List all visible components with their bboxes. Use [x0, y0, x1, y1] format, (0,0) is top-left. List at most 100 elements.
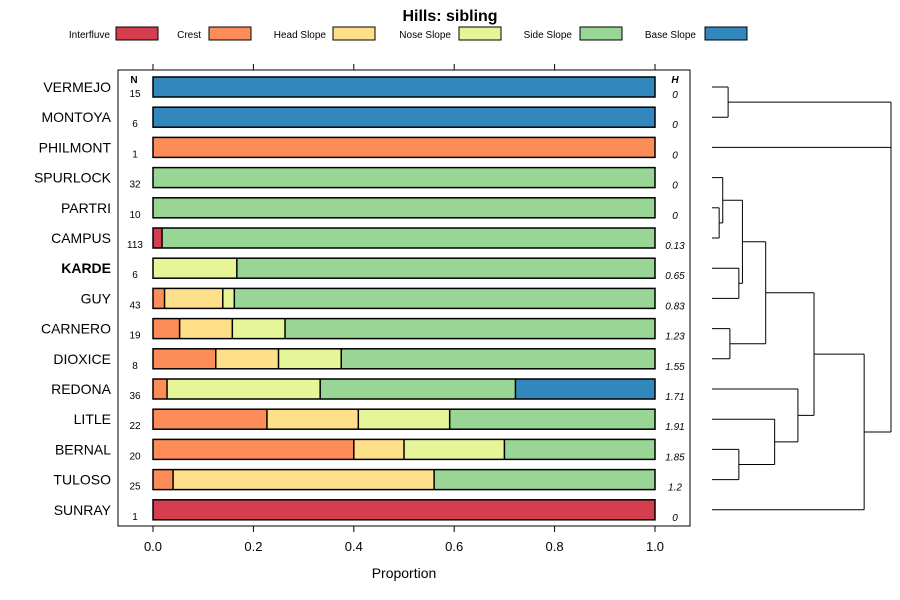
category-label: PARTRI	[61, 200, 111, 216]
category-label: KARDE	[61, 260, 111, 276]
bar-segment	[434, 469, 655, 490]
bar-outline	[152, 317, 656, 340]
category-label: TULOSO	[53, 472, 111, 488]
n-label: 36	[129, 391, 141, 402]
bar-outline	[152, 106, 656, 128]
h-label: 1.91	[665, 422, 684, 433]
n-label: 113	[127, 240, 143, 251]
bar-segment	[215, 348, 279, 369]
n-label: 22	[129, 421, 141, 432]
bar-outline	[152, 499, 656, 521]
bar-outline	[152, 227, 656, 249]
category-label: GUY	[81, 290, 112, 306]
category-label: BERNAL	[55, 441, 111, 457]
dendrogram	[712, 86, 892, 511]
bar-segment	[449, 409, 655, 430]
bar-segment	[404, 439, 505, 460]
category-label: SPURLOCK	[34, 170, 112, 186]
bar-segment	[153, 197, 655, 218]
bar-segment	[167, 379, 321, 399]
bar-segment	[153, 318, 180, 339]
bar-outline	[152, 257, 656, 279]
legend-label: Head Slope	[274, 30, 327, 41]
x-tick-label: 0.2	[244, 539, 262, 554]
bar-outline	[152, 287, 656, 310]
bar-segment	[153, 288, 165, 309]
legend-label: Interfluve	[69, 30, 111, 41]
legend-swatch	[332, 26, 376, 41]
legend-swatch	[458, 26, 502, 41]
axes: 0.0 0.2 0.4 0.6 0.8 1.0 N H	[130, 64, 679, 554]
n-label: 6	[132, 270, 138, 281]
n-label: 15	[129, 89, 141, 100]
n-label: 8	[132, 361, 138, 372]
n-header: N	[130, 75, 137, 86]
x-axis-label: Proportion	[372, 565, 437, 581]
bar-segment	[153, 499, 655, 520]
bar-segment	[341, 348, 655, 369]
bar-segment	[153, 137, 655, 158]
n-label: 19	[129, 331, 141, 342]
n-label: 25	[129, 482, 141, 493]
bar-segment	[162, 228, 655, 248]
bar-segment	[153, 379, 168, 399]
bar-segment	[285, 318, 655, 339]
h-label: 1.85	[665, 452, 685, 463]
category-label: REDONA	[51, 381, 112, 397]
bar-outline	[152, 136, 656, 159]
bar-segment	[222, 288, 235, 309]
legend-swatch	[704, 26, 748, 41]
bar-segment	[153, 167, 655, 188]
h-header: H	[671, 75, 679, 86]
category-label: LITLE	[74, 411, 111, 427]
bar-outline	[152, 348, 656, 370]
legend: Interfluve Crest Head Slope Nose Slope Side …	[69, 26, 748, 41]
category-label: CAMPUS	[51, 230, 111, 246]
bar-outline	[152, 76, 656, 98]
n-label: 32	[129, 180, 141, 191]
legend-swatch	[579, 26, 623, 41]
n-label: 20	[129, 451, 141, 462]
h-label: 1.71	[665, 392, 684, 403]
h-label: 0.83	[665, 301, 685, 312]
bar-segment	[153, 258, 237, 279]
category-label: MONTOYA	[42, 109, 112, 125]
bar-segment	[179, 318, 233, 339]
bar-segment	[266, 409, 359, 430]
h-label: 0	[672, 150, 678, 161]
x-tick-label: 0.4	[345, 539, 363, 554]
h-label: 1.23	[665, 332, 685, 343]
plot-panel	[117, 69, 691, 527]
bar-segment	[153, 348, 216, 369]
h-label: 0.65	[665, 271, 685, 282]
n-label: 10	[129, 210, 141, 221]
category-label: SUNRAY	[54, 502, 112, 518]
chart-title: Hills: sibling	[402, 8, 497, 25]
bar-outline	[152, 166, 656, 189]
bar-segment	[153, 409, 267, 430]
bar-segment	[236, 258, 656, 279]
h-label: 0.13	[665, 241, 685, 252]
bar-outline	[152, 468, 656, 491]
n-label: 1	[132, 512, 138, 523]
h-label: 0	[672, 211, 678, 222]
x-tick-label: 1.0	[646, 539, 664, 554]
h-label: 0	[672, 513, 678, 524]
n-label: 1	[132, 149, 138, 160]
h-label: 0	[672, 90, 678, 101]
x-tick-label: 0.6	[445, 539, 463, 554]
category-label: VERMEJO	[43, 79, 111, 95]
bar-segment	[164, 288, 223, 309]
bar-outline	[152, 378, 656, 400]
h-label: 1.2	[668, 483, 682, 494]
n-label: 6	[132, 119, 138, 130]
bar-segment	[173, 469, 435, 490]
category-label: DIOXICE	[53, 351, 111, 367]
h-label: 1.55	[665, 362, 685, 373]
bar-segment	[234, 288, 655, 309]
bar-segment	[153, 469, 174, 490]
legend-label: Nose Slope	[399, 30, 451, 41]
bar-segment	[353, 439, 404, 460]
legend-swatch	[208, 26, 252, 41]
